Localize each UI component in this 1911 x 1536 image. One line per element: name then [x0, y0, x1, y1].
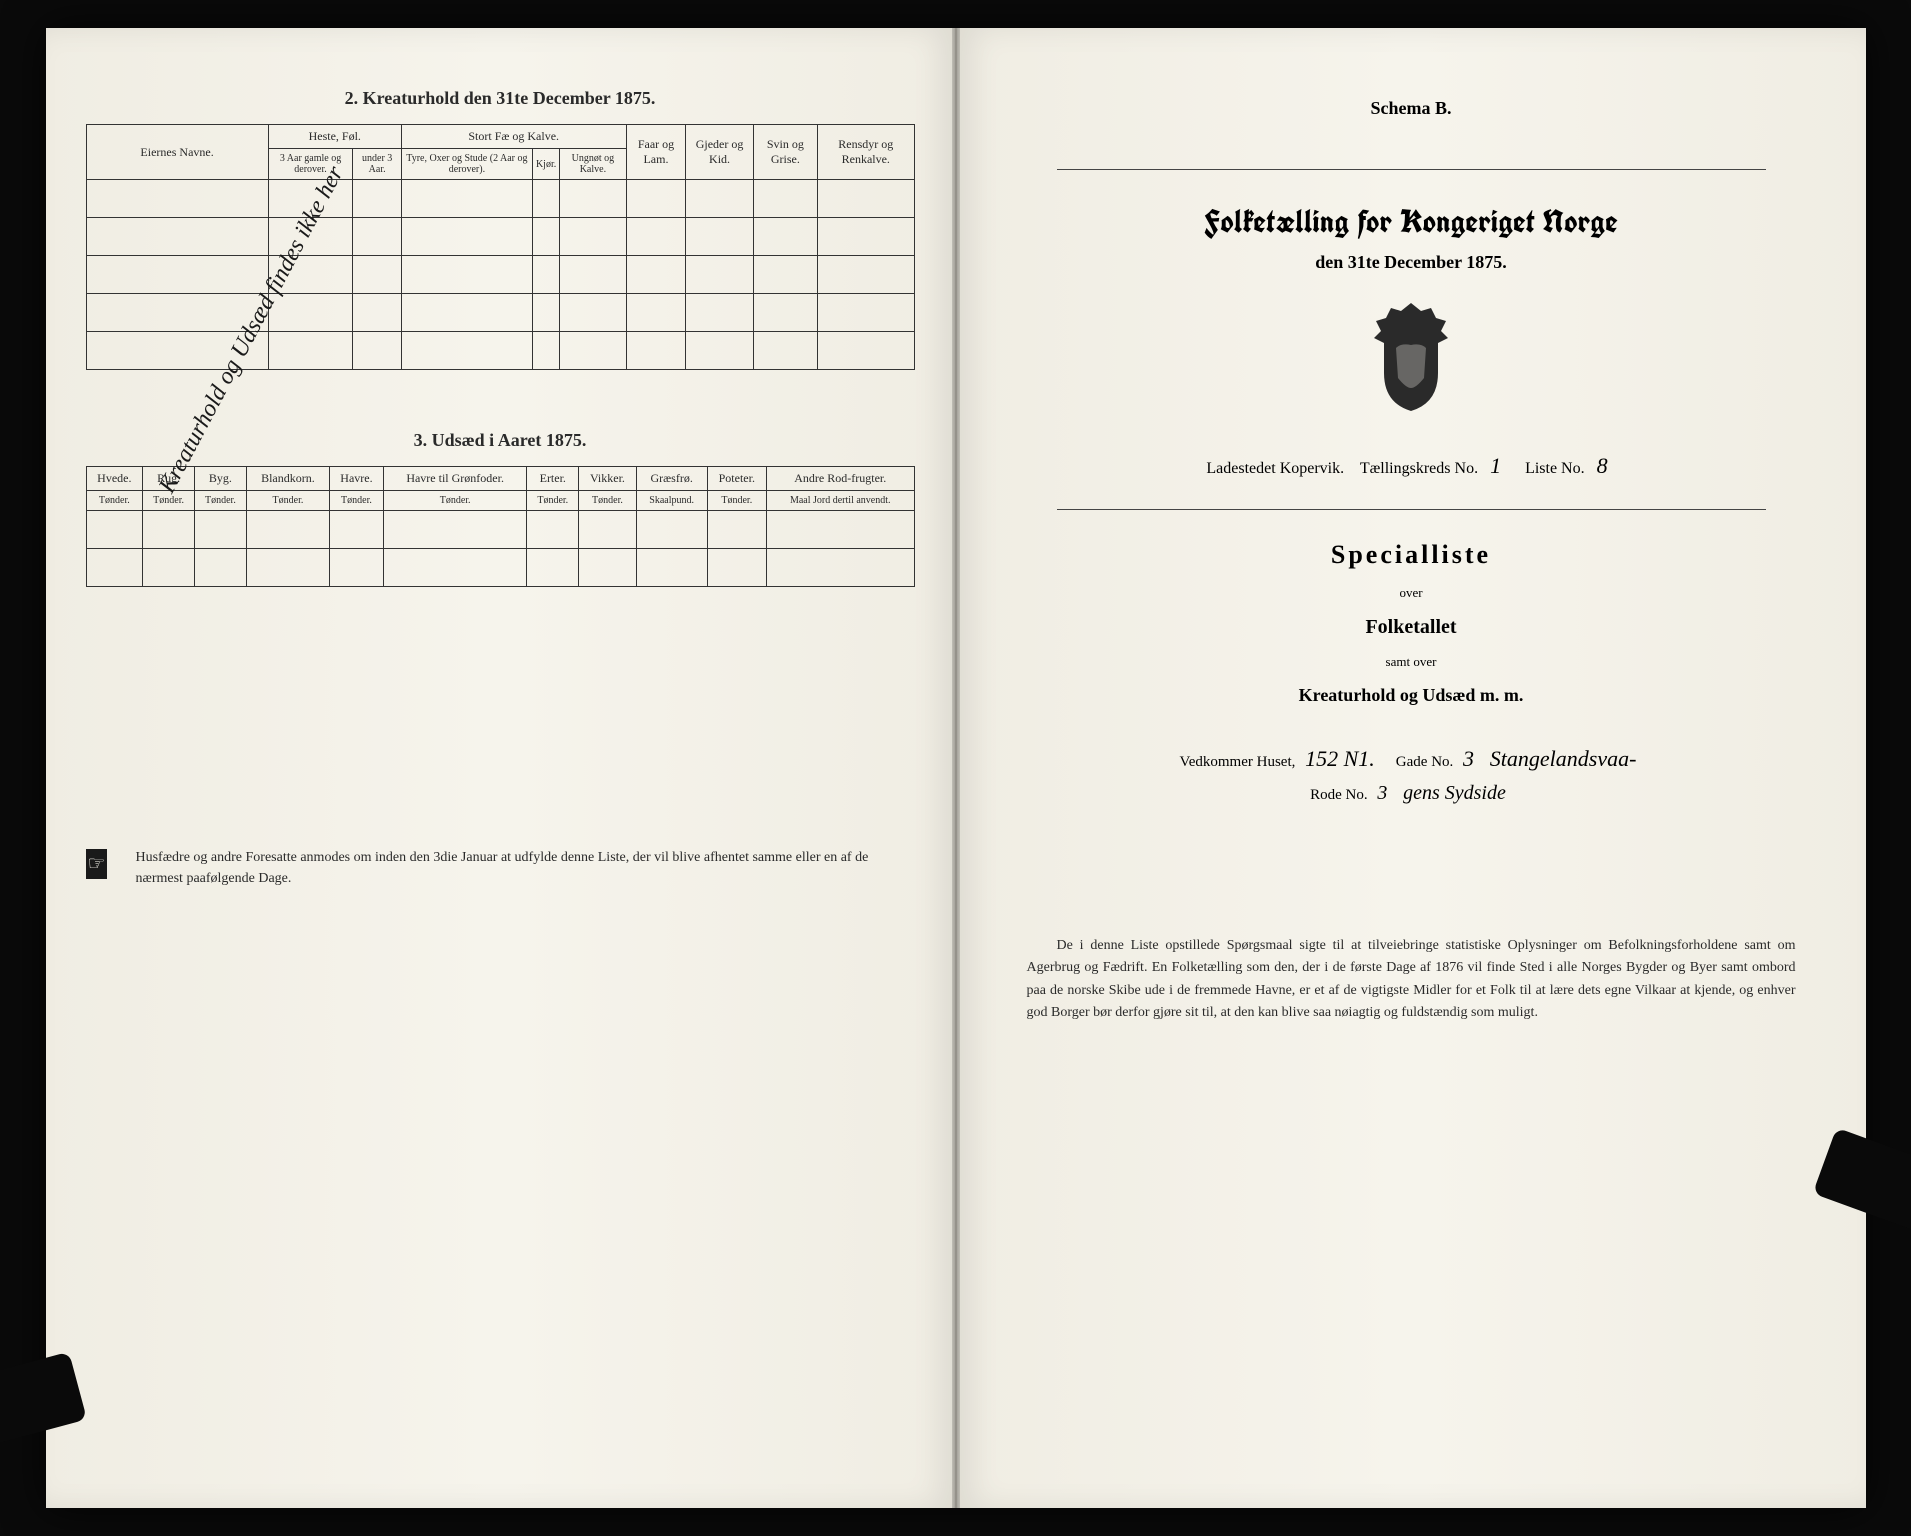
- col-havre: Havre.: [330, 467, 384, 491]
- unit: Tønder.: [527, 491, 579, 511]
- schema-label: Schema B.: [997, 98, 1826, 119]
- col-havretil: Havre til Grønfoder.: [383, 467, 526, 491]
- book-spine: [952, 28, 960, 1508]
- unit: Tønder.: [246, 491, 329, 511]
- col-fae2: Kjør.: [532, 149, 559, 180]
- samt-label: samt over: [997, 654, 1826, 670]
- taelling-value: 1: [1482, 453, 1509, 478]
- col-rensdyr: Rensdyr og Renkalve.: [818, 125, 914, 180]
- col-faar: Faar og Lam.: [626, 125, 686, 180]
- rode-name: gens Sydside: [1397, 782, 1512, 804]
- col-svin: Svin og Grise.: [753, 125, 817, 180]
- liste-value: 8: [1589, 453, 1616, 478]
- vedkommer-line: Vedkommer Huset, 152 N1. Gade No. 3 Stan…: [997, 746, 1826, 772]
- gade-label: Gade No.: [1396, 754, 1453, 770]
- unit: Tønder.: [195, 491, 247, 511]
- unit: Tønder.: [579, 491, 637, 511]
- table-row: [86, 256, 914, 294]
- section2-title: 2. Kreaturhold den 31te December 1875.: [86, 88, 915, 109]
- vedkommer-value: 152 N1.: [1299, 746, 1381, 771]
- col-poteter: Poteter.: [707, 467, 766, 491]
- unit: Tønder.: [383, 491, 526, 511]
- col-fae1: Tyre, Oxer og Stude (2 Aar og derover).: [401, 149, 532, 180]
- unit: Maal Jord dertil anvendt.: [766, 491, 914, 511]
- col-heste2: under 3 Aar.: [353, 149, 401, 180]
- unit: Tønder.: [86, 491, 143, 511]
- col-byg: Byg.: [195, 467, 247, 491]
- table-row: [86, 218, 914, 256]
- footnote: ☞ Husfædre og andre Foresatte anmodes om…: [86, 847, 915, 889]
- unit: Tønder.: [707, 491, 766, 511]
- col-gjeder: Gjeder og Kid.: [686, 125, 753, 180]
- col-fae3: Ungnøt og Kalve.: [560, 149, 626, 180]
- over-label: over: [997, 585, 1826, 601]
- sub-date: den 31te December 1875.: [997, 252, 1826, 273]
- table-row: [86, 511, 914, 549]
- left-page: 2. Kreaturhold den 31te December 1875. E…: [46, 28, 957, 1508]
- colgroup-heste: Heste, Føl.: [268, 125, 401, 149]
- unit: Tønder.: [143, 491, 195, 511]
- unit: Skaalpund.: [636, 491, 707, 511]
- main-title: Folketælling for Kongeriget Norge: [997, 200, 1826, 242]
- folketallet-label: Folketallet: [997, 616, 1826, 639]
- kreaturhold-label: Kreaturhold og Udsæd m. m.: [997, 685, 1826, 706]
- vedkommer-label: Vedkommer Huset,: [1180, 754, 1296, 770]
- divider: [1057, 509, 1766, 510]
- col-graesfroe: Græsfrø.: [636, 467, 707, 491]
- col-andre: Andre Rod-frugter.: [766, 467, 914, 491]
- unit: Tønder.: [330, 491, 384, 511]
- liste-label: Liste No.: [1525, 460, 1585, 477]
- gade-name: Stangelandsvaa-: [1484, 746, 1643, 771]
- table-kreaturhold: Eiernes Navne. Heste, Føl. Stort Fæ og K…: [86, 124, 915, 370]
- col-blandkorn: Blandkorn.: [246, 467, 329, 491]
- table-row: [86, 294, 914, 332]
- col-erter: Erter.: [527, 467, 579, 491]
- table-row: [86, 549, 914, 587]
- col-eiernes: Eiernes Navne.: [86, 125, 268, 180]
- divider: [1057, 169, 1766, 170]
- bottom-paragraph: De i denne Liste opstillede Spørgsmaal s…: [1027, 935, 1796, 1025]
- rode-value: 3: [1371, 782, 1393, 804]
- pointer-icon: ☞: [86, 849, 108, 879]
- taelling-label: Tællingskreds No.: [1360, 460, 1478, 477]
- footnote-text: Husfædre og andre Foresatte anmodes om i…: [136, 850, 869, 886]
- id-line: Ladestedet Kopervik. Tællingskreds No. 1…: [997, 453, 1826, 479]
- colgroup-fae: Stort Fæ og Kalve.: [401, 125, 626, 149]
- col-vikker: Vikker.: [579, 467, 637, 491]
- coat-of-arms-icon: [997, 303, 1826, 413]
- rode-label: Rode No.: [1310, 787, 1368, 803]
- rode-line: Rode No. 3 gens Sydside: [997, 782, 1826, 805]
- gade-value: 3: [1457, 746, 1480, 771]
- table-udsaed: Hvede. Rug. Byg. Blandkorn. Havre. Havre…: [86, 466, 915, 587]
- special-title: Specialliste: [997, 540, 1826, 570]
- col-hvede: Hvede.: [86, 467, 143, 491]
- ladested-label: Ladestedet Kopervik.: [1206, 460, 1344, 477]
- right-page: Schema B. Folketælling for Kongeriget No…: [957, 28, 1866, 1508]
- table-row: [86, 332, 914, 370]
- table-row: [86, 180, 914, 218]
